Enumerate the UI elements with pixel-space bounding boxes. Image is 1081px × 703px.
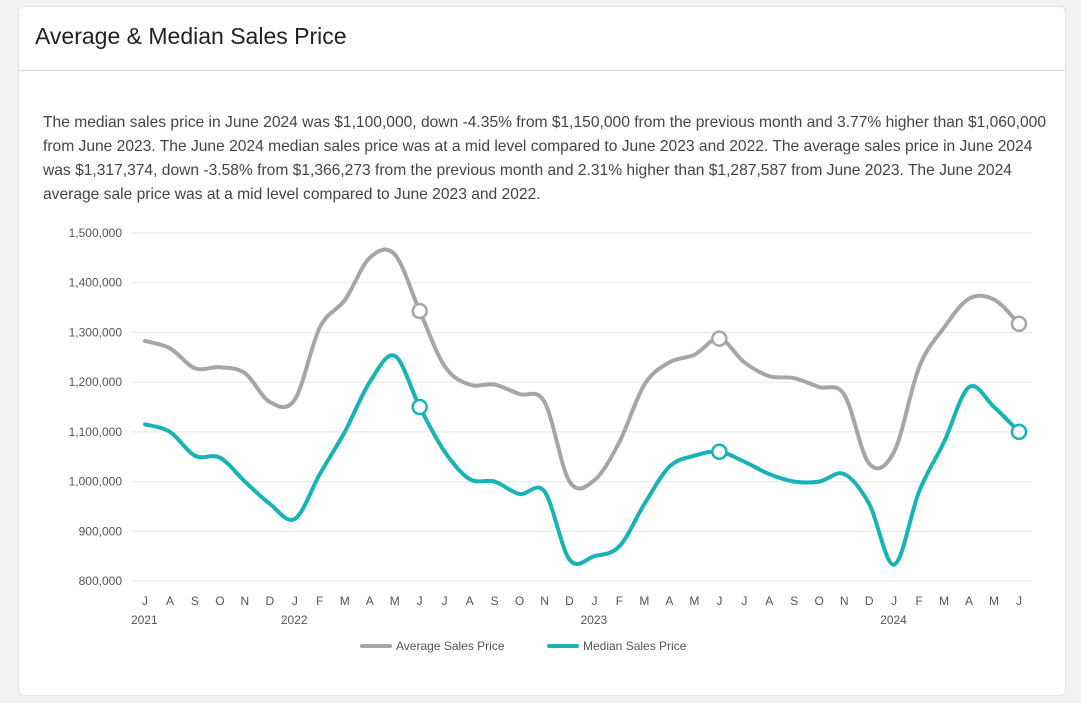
- x-tick-label: D: [865, 594, 874, 608]
- median-sales-price-line: [143, 353, 1021, 567]
- x-tick-label: N: [840, 594, 849, 608]
- average-sales-price-line: [143, 247, 1021, 491]
- y-tick-label: 900,000: [79, 524, 123, 538]
- average-sales-price-legend-label[interactable]: Average Sales Price: [396, 639, 505, 653]
- x-year-label: 2022: [281, 613, 308, 627]
- x-tick-label: A: [765, 594, 773, 608]
- x-tick-label: O: [815, 594, 824, 608]
- x-year-label: 2024: [880, 613, 907, 627]
- x-tick-label: J: [716, 594, 722, 608]
- x-tick-label: N: [540, 594, 549, 608]
- y-tick-label: 800,000: [79, 574, 123, 588]
- title-divider: [19, 70, 1065, 71]
- x-tick-label: M: [989, 594, 999, 608]
- y-axis-ticks: 800,000 900,000 1,000,000 1,100,000 1,200,00…: [69, 226, 123, 588]
- x-tick-label: S: [790, 594, 798, 608]
- x-tick-label: S: [491, 594, 499, 608]
- x-axis-ticks: J A S O N D J F M A M J J A S O N D J F M A M J J A S O N D J F M A M J 2021…: [131, 594, 1022, 627]
- x-tick-label: M: [689, 594, 699, 608]
- y-tick-label: 1,300,000: [69, 325, 123, 339]
- average-sales-price-marker[interactable]: [1010, 315, 1028, 333]
- chart-legend[interactable]: Average Sales Price Median Sales Price: [360, 639, 687, 653]
- y-tick-label: 1,000,000: [69, 475, 123, 489]
- x-tick-label: A: [366, 594, 374, 608]
- x-tick-label: S: [191, 594, 199, 608]
- x-tick-label: J: [142, 594, 148, 608]
- x-tick-label: M: [340, 594, 350, 608]
- x-tick-label: N: [241, 594, 250, 608]
- y-tick-label: 1,100,000: [69, 425, 123, 439]
- x-tick-label: F: [616, 594, 623, 608]
- x-tick-label: O: [215, 594, 224, 608]
- x-year-label: 2021: [131, 613, 158, 627]
- y-tick-label: 1,400,000: [69, 276, 123, 290]
- chart-description: The median sales price in June 2024 was …: [43, 114, 1046, 203]
- x-year-label: 2023: [580, 613, 607, 627]
- x-tick-label: J: [442, 594, 448, 608]
- median-sales-price-legend-label[interactable]: Median Sales Price: [583, 639, 687, 653]
- x-tick-label: J: [292, 594, 298, 608]
- x-tick-label: F: [316, 594, 323, 608]
- y-tick-label: 1,200,000: [69, 375, 123, 389]
- x-tick-label: M: [939, 594, 949, 608]
- x-tick-label: J: [891, 594, 897, 608]
- x-tick-label: J: [591, 594, 597, 608]
- gridlines: [132, 232, 1032, 582]
- x-tick-label: A: [965, 594, 973, 608]
- average-sales-price-marker[interactable]: [411, 302, 428, 320]
- x-tick-label: M: [390, 594, 400, 608]
- x-tick-label: F: [915, 594, 922, 608]
- median-sales-price-marker[interactable]: [411, 398, 428, 416]
- median-sales-price-marker[interactable]: [711, 443, 728, 460]
- x-tick-label: D: [266, 594, 275, 608]
- x-tick-label: M: [639, 594, 649, 608]
- x-tick-label: O: [515, 594, 524, 608]
- x-tick-label: A: [665, 594, 673, 608]
- average-sales-price-marker[interactable]: [711, 330, 728, 347]
- x-tick-label: D: [565, 594, 574, 608]
- median-sales-price-marker[interactable]: [1010, 423, 1028, 441]
- highlight-markers: [411, 302, 1028, 460]
- card-title: Average & Median Sales Price: [35, 23, 347, 49]
- x-tick-label: A: [166, 594, 174, 608]
- x-tick-label: J: [1016, 594, 1022, 608]
- y-tick-label: 1,500,000: [69, 226, 123, 240]
- x-tick-label: J: [417, 594, 423, 608]
- series-lines: [143, 247, 1021, 567]
- x-tick-label: J: [741, 594, 747, 608]
- x-tick-label: A: [466, 594, 474, 608]
